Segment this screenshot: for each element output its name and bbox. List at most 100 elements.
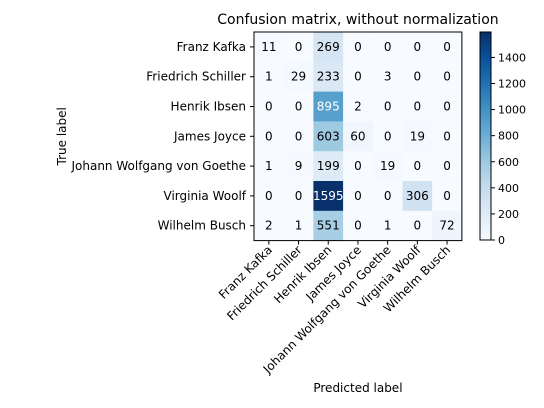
heatmap-cell (313, 210, 344, 242)
cell-value: 0 (443, 129, 451, 143)
cell-value: 11 (261, 40, 276, 54)
heatmap-cell (254, 32, 285, 63)
cell-value: 19 (410, 129, 425, 143)
colorbar-tick-label: 400 (498, 182, 519, 195)
cell-value: 0 (414, 40, 422, 54)
heatmap-cell (343, 181, 374, 212)
heatmap-cell (402, 32, 433, 63)
heatmap-cell (432, 61, 463, 93)
heatmap-cell (372, 181, 403, 212)
heatmap-cell (254, 181, 285, 212)
cell-value-labels: 11 0 269 0 0 0 01 29 233 0 3 0 00 0 895 2 0 0 00 0 603 60 0 19 0… (261, 40, 454, 233)
cell-value: 0 (265, 189, 273, 203)
heatmap-cell (254, 91, 285, 122)
heatmap-cells (254, 32, 463, 242)
cell-value: 0 (354, 159, 362, 173)
cell-value: 9 (295, 159, 303, 173)
heatmap-cell (283, 210, 314, 242)
y-axis-label: True label (55, 107, 69, 166)
colorbar-tick-label: 1400 (498, 51, 526, 64)
cell-value: 19 (380, 159, 395, 173)
cell-value: 0 (354, 40, 362, 54)
heatmap-cell (432, 91, 463, 122)
y-tick-label: Virginia Woolf (164, 189, 247, 203)
y-tick-label: Johann Wolfgang von Goethe (70, 159, 246, 173)
cell-value: 0 (295, 189, 303, 203)
cell-value: 0 (354, 189, 362, 203)
heatmap-cell (432, 151, 463, 182)
cell-value: 2 (265, 219, 273, 233)
heatmap-cell (372, 151, 403, 182)
heatmap-cell (402, 91, 433, 122)
heatmap-cell (254, 61, 285, 93)
cell-value: 29 (291, 70, 306, 84)
heatmap-cell (402, 210, 433, 242)
heatmap-cell (313, 151, 344, 182)
heatmap-cell (372, 32, 403, 63)
cell-value: 0 (384, 129, 392, 143)
cell-value: 0 (443, 40, 451, 54)
cell-value: 0 (414, 70, 422, 84)
cell-value: 0 (443, 189, 451, 203)
cell-value: 0 (354, 219, 362, 233)
cell-value: 1 (384, 219, 392, 233)
cell-value: 60 (350, 129, 365, 143)
heatmap-cell (343, 61, 374, 93)
heatmap-cell (283, 61, 314, 93)
heatmap-cell (372, 91, 403, 122)
cell-value: 0 (265, 100, 273, 114)
cell-value: 0 (384, 100, 392, 114)
cell-value: 1 (265, 159, 273, 173)
cell-value: 0 (265, 129, 273, 143)
y-tick-labels: Franz Kafka Friedrich Schiller Henrik Ibse… (70, 40, 254, 233)
cell-value: 0 (295, 40, 303, 54)
cell-value: 233 (317, 70, 340, 84)
heatmap-cell (343, 210, 374, 242)
heatmap-cell (402, 181, 433, 212)
heatmap-cell (313, 61, 344, 93)
heatmap-cell (313, 91, 344, 122)
heatmap-cell (283, 151, 314, 182)
chart-title: Confusion matrix, without normalization (217, 12, 498, 28)
y-tick-label: Franz Kafka (177, 40, 246, 54)
heatmap-cell (283, 181, 314, 212)
heatmap-cell (254, 151, 285, 182)
heatmap-cell (432, 32, 463, 63)
heatmap-cell (372, 121, 403, 152)
y-tick-label: Friedrich Schiller (146, 70, 246, 84)
heatmap-cell (432, 121, 463, 152)
cell-value: 0 (414, 219, 422, 233)
cell-value: 306 (406, 189, 429, 203)
cell-value: 1 (295, 219, 303, 233)
cell-value: 0 (443, 70, 451, 84)
colorbar-tick-label: 200 (498, 208, 519, 221)
colorbar-tick-label: 1200 (498, 78, 526, 91)
cell-value: 0 (384, 40, 392, 54)
y-tick-label: Henrik Ibsen (171, 100, 246, 114)
heatmap-cell (402, 121, 433, 152)
colorbar-tick-label: 0 (498, 234, 505, 247)
colorbar-tick-label: 1000 (498, 104, 526, 117)
heatmap-cell (313, 32, 344, 63)
heatmap-cell (402, 151, 433, 182)
cell-value: 603 (317, 129, 340, 143)
cell-value: 269 (317, 40, 340, 54)
heatmap-cell (402, 61, 433, 93)
cell-value: 0 (443, 100, 451, 114)
cell-value: 895 (317, 100, 340, 114)
colorbar: 0 200 400 600 800 1000 1200 1400 (479, 31, 526, 247)
x-axis-label: Predicted label (313, 381, 402, 395)
heatmap-cell (372, 210, 403, 242)
heatmap-cell (432, 181, 463, 212)
cell-value: 199 (317, 159, 340, 173)
heatmap-cell (343, 151, 374, 182)
heatmap-cell (283, 91, 314, 122)
colorbar-tick-label: 600 (498, 156, 519, 169)
heatmap-cell (313, 181, 344, 212)
heatmap-cell (343, 91, 374, 122)
heatmap-cell (254, 210, 285, 242)
cell-value: 0 (443, 159, 451, 173)
cell-value: 1 (265, 70, 273, 84)
